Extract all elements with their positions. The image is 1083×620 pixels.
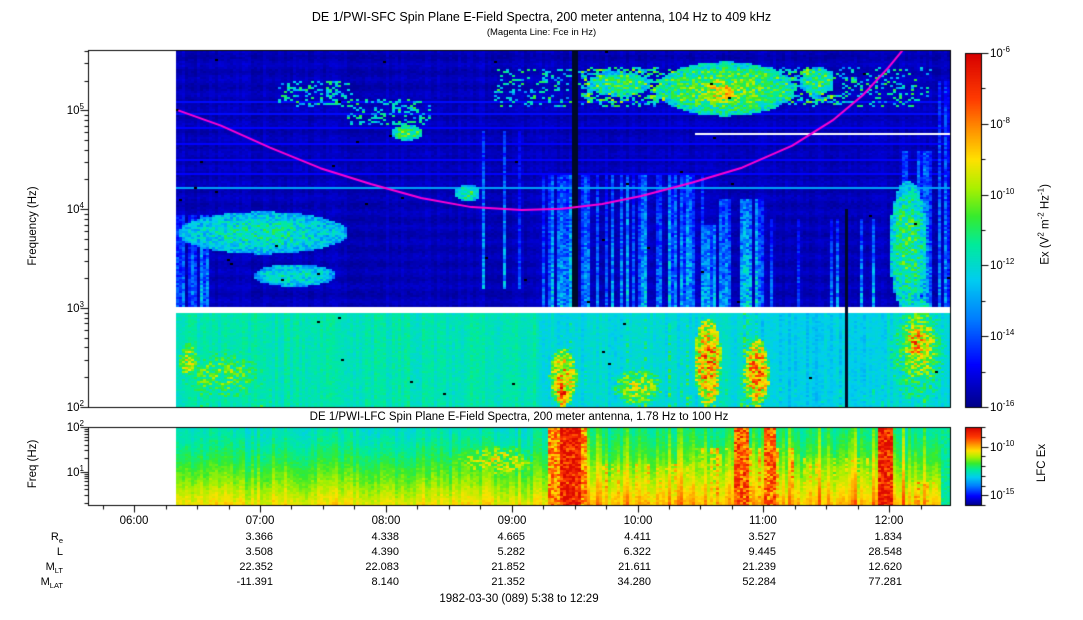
time-tick-label: 06:00 — [119, 515, 149, 527]
main-subtitle: (Magenta Line: Fce in Hz) — [486, 27, 597, 38]
sfc-colorbar-tick-label: 10-8 — [990, 116, 1010, 131]
ephemeris-value: 1.834 — [874, 531, 902, 543]
ephemeris-value: 6.322 — [623, 546, 651, 558]
ephemeris-value: 21.852 — [491, 561, 525, 573]
ephemeris-value: 9.445 — [748, 546, 776, 558]
lfc-y-tick-label: 102 — [66, 419, 84, 434]
time-tick-label: 12:00 — [874, 515, 904, 527]
ephemeris-value: 3.527 — [748, 531, 776, 543]
ephemeris-value: 5.282 — [497, 546, 525, 558]
time-tick-label: 08:00 — [371, 515, 401, 527]
ephemeris-row-label: Re — [50, 531, 63, 546]
sfc-y-tick-label: 103 — [66, 300, 84, 315]
ephemeris-value: 21.352 — [491, 576, 525, 588]
date-range-caption: 1982-03-30 (089) 5:38 to 12:29 — [439, 593, 599, 605]
lfc-panel-title: DE 1/PWI-LFC Spin Plane E-Field Spectra,… — [89, 409, 949, 426]
sfc-colorbar-tick-label: 10-16 — [990, 399, 1015, 414]
time-tick-label: 07:00 — [245, 515, 275, 527]
lfc-colorbar-axis-label: LFC Ex — [1036, 443, 1048, 483]
time-tick-label: 10:00 — [623, 515, 653, 527]
ephemeris-value: 3.366 — [245, 531, 273, 543]
sfc-colorbar-tick-label: 10-14 — [990, 328, 1015, 343]
sfc-y-tick-label: 102 — [66, 399, 84, 414]
sfc-colorbar-tick-label: 10-12 — [990, 257, 1015, 272]
sfc-y-axis-label: Frequency (Hz) — [27, 186, 39, 266]
ephemeris-value: 21.239 — [742, 561, 776, 573]
lfc-y-tick-label: 101 — [66, 464, 84, 479]
ephemeris-value: 34.280 — [617, 576, 651, 588]
ephemeris-row-label: L — [56, 546, 63, 558]
sfc-colorbar-tick-label: 10-10 — [990, 187, 1015, 202]
ephemeris-value: 12.620 — [868, 561, 902, 573]
ephemeris-value: 28.548 — [868, 546, 902, 558]
ephemeris-value: 77.281 — [868, 576, 902, 588]
sfc-y-tick-label: 104 — [66, 201, 84, 216]
time-tick-label: 11:00 — [749, 515, 777, 527]
lfc-colorbar-tick-label: 10-15 — [990, 487, 1015, 502]
ephemeris-row-label: MLT — [45, 561, 63, 576]
sfc-y-tick-label: 105 — [66, 102, 84, 117]
sfc-colorbar-axis-label: Ex (V2 m-2 Hz-1) — [1036, 184, 1052, 265]
ephemeris-value: 4.411 — [624, 531, 651, 543]
ephemeris-value: -11.391 — [236, 576, 274, 588]
ephemeris-value: 4.665 — [497, 531, 525, 543]
ephemeris-value: 4.338 — [371, 531, 399, 543]
time-tick-label: 09:00 — [497, 515, 527, 527]
sfc-colorbar-tick-label: 10-6 — [990, 45, 1010, 60]
ephemeris-value: 4.390 — [371, 546, 399, 558]
ephemeris-value: 8.140 — [371, 576, 399, 588]
ephemeris-value: 21.611 — [618, 561, 651, 573]
lfc-colorbar-tick-label: 10-10 — [990, 439, 1015, 454]
ephemeris-value: 22.083 — [365, 561, 399, 573]
ephemeris-value: 3.508 — [245, 546, 273, 558]
ephemeris-row-label: MLAT — [40, 576, 63, 591]
ephemeris-value: 52.284 — [742, 576, 776, 588]
main-title: DE 1/PWI-SFC Spin Plane E-Field Spectra,… — [311, 10, 772, 24]
ephemeris-value: 22.352 — [239, 561, 273, 573]
